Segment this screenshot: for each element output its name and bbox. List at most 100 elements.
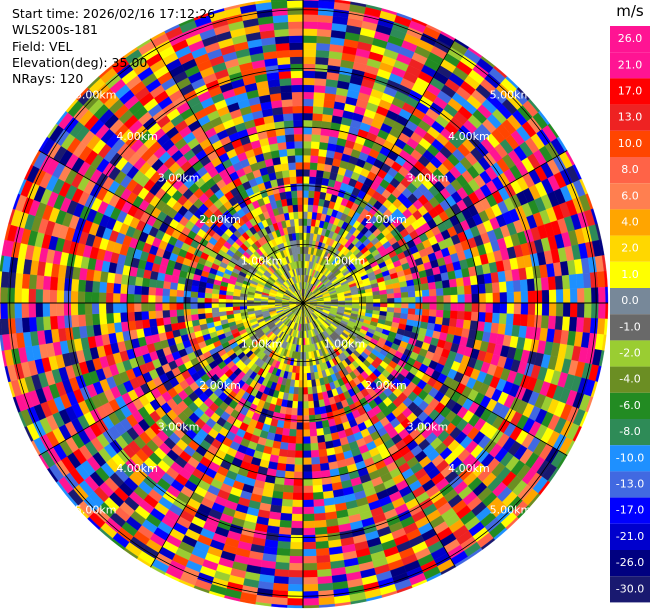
range-gate: [155, 295, 163, 304]
range-gate: [506, 291, 515, 304]
range-gate: [162, 295, 170, 304]
range-gate: [415, 302, 423, 310]
range-gate: [302, 492, 314, 501]
range-gate: [533, 277, 543, 292]
range-gate: [35, 302, 44, 318]
range-gate: [277, 533, 292, 543]
range-gate: [141, 285, 150, 296]
range-gate: [302, 84, 315, 93]
range-gate: [302, 478, 313, 487]
range-gate: [155, 317, 165, 327]
range-gate: [512, 280, 522, 293]
range-gate: [305, 351, 310, 360]
range-gate: [288, 435, 297, 444]
range-gate: [548, 289, 557, 304]
range-gate: [393, 287, 402, 294]
range-gate: [297, 401, 304, 409]
range-gate: [292, 492, 304, 501]
range-gate: [436, 302, 444, 311]
range-gate: [422, 296, 430, 304]
range-gate: [190, 291, 199, 298]
range-gate: [148, 310, 157, 320]
range-gate: [505, 280, 515, 293]
range-gate: [408, 296, 416, 304]
range-gate: [605, 286, 609, 304]
range-gate: [464, 294, 473, 304]
range-gate: [582, 272, 592, 289]
range-gate: [596, 318, 606, 335]
range-gate: [288, 576, 304, 585]
range-gate: [307, 393, 314, 402]
range-gate: [313, 505, 326, 515]
range-gate: [141, 310, 150, 321]
range-gate: [28, 302, 37, 318]
range-gate: [302, 598, 319, 606]
range-gate: [288, 428, 297, 437]
range-gate: [197, 313, 206, 320]
range-gate: [113, 273, 123, 285]
range-gate: [307, 386, 313, 395]
range-gate: [317, 21, 333, 31]
range-gate: [277, 455, 287, 465]
range-gate: [176, 296, 184, 304]
range-gate: [287, 598, 304, 606]
range-gate: [317, 589, 335, 599]
range-gate: [113, 282, 122, 294]
range-gate: [310, 456, 321, 465]
range-gate: [322, 426, 331, 436]
range-gate: [366, 299, 374, 304]
range-gate: [0, 271, 10, 288]
range-gate: [314, 533, 329, 543]
range-gate: [63, 302, 72, 316]
range-gate: [70, 278, 80, 292]
range-gate: [285, 456, 296, 465]
range-gate: [400, 307, 409, 315]
range-gate: [302, 0, 320, 1]
range-gate: [148, 278, 158, 288]
range-gate: [302, 380, 308, 388]
range-gate: [568, 274, 578, 290]
range-gate: [313, 407, 321, 416]
range-gate: [106, 312, 115, 324]
range-gate: [394, 302, 402, 309]
range-gate: [170, 322, 180, 331]
range-gate: [316, 434, 326, 444]
range-gate: [285, 463, 295, 472]
range-gate: [280, 434, 290, 444]
range-gate: [302, 70, 316, 79]
range-gate: [312, 393, 319, 402]
range-gate: [134, 319, 144, 330]
range-gate: [568, 316, 578, 332]
range-gate: [302, 14, 319, 23]
range-gate: [320, 412, 329, 422]
range-gate: [317, 7, 335, 17]
range-gate: [310, 148, 320, 157]
range-gate: [436, 295, 444, 304]
range-gate: [126, 293, 135, 304]
range-gate: [84, 280, 94, 293]
range-gate: [534, 302, 543, 316]
range-gate: [7, 271, 17, 289]
range-gate: [484, 312, 493, 324]
range-gate: [533, 314, 543, 329]
range-gate: [307, 204, 314, 213]
range-gate: [99, 281, 108, 293]
range-gate: [286, 449, 296, 458]
range-gate: [271, 596, 288, 606]
range-gate: [302, 218, 308, 226]
range-gate: [183, 314, 192, 322]
range-gate: [290, 534, 304, 543]
range-gate: [321, 483, 333, 493]
range-gate: [0, 302, 8, 319]
range-gate: [421, 289, 430, 297]
range-gate: [148, 286, 157, 296]
range-gate: [315, 547, 330, 557]
range-gate: [318, 0, 335, 10]
range-gate: [21, 317, 31, 333]
range-gate: [141, 277, 151, 287]
range-gate: [526, 314, 536, 328]
range-gate: [554, 316, 564, 331]
range-gate: [569, 302, 578, 318]
range-gate: [302, 373, 308, 381]
